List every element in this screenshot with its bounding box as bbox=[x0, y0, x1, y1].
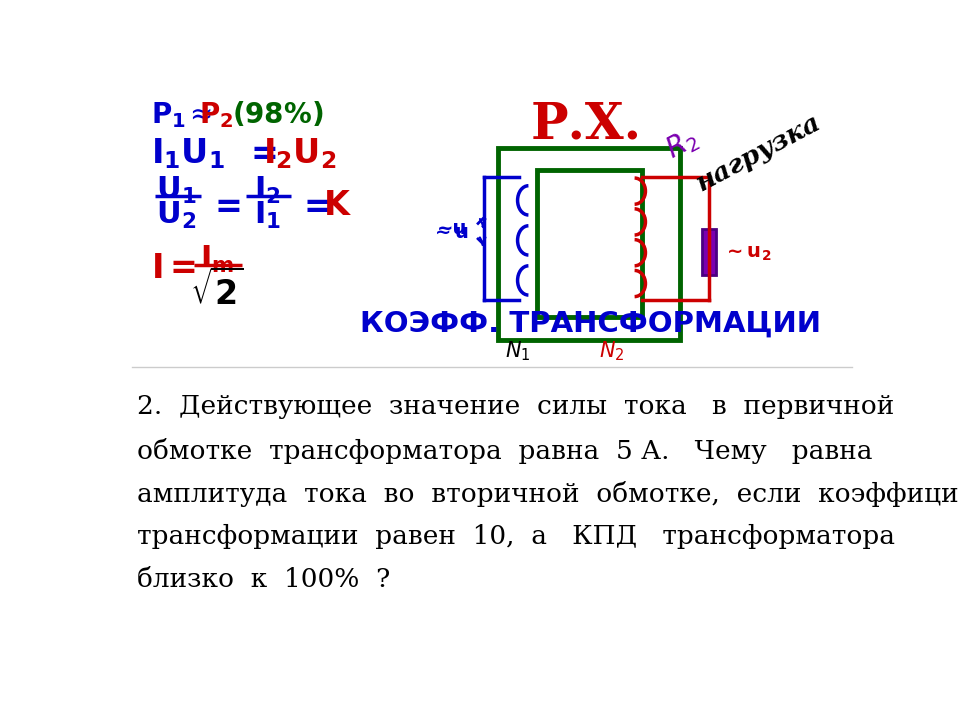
Text: $\mathbf{(98\%)}$: $\mathbf{(98\%)}$ bbox=[232, 100, 324, 130]
Text: $N_2$: $N_2$ bbox=[599, 339, 624, 363]
Text: $\mathbf{I_m}$: $\mathbf{I_m}$ bbox=[200, 244, 234, 275]
Text: близко  к  100%  ?: близко к 100% ? bbox=[137, 567, 391, 592]
Text: $\mathbf{P_1}$: $\mathbf{P_1}$ bbox=[151, 100, 186, 130]
Text: $\mathbf{U_1}$: $\mathbf{U_1}$ bbox=[156, 175, 196, 206]
Bar bbox=[702, 229, 716, 275]
Text: $\mathbf{I=}$: $\mathbf{I=}$ bbox=[151, 252, 196, 285]
Text: $\mathbf{I_1U_1}$: $\mathbf{I_1U_1}$ bbox=[151, 137, 225, 171]
Text: 2.  Действующее  значение  силы  тока   в  первичной: 2. Действующее значение силы тока в перв… bbox=[137, 395, 895, 419]
Text: трансформации  равен  10,  а   КПД   трансформатора: трансформации равен 10, а КПД трансформа… bbox=[137, 523, 895, 549]
Bar bbox=[537, 169, 641, 318]
Text: $\mathbf{\sqrt{2}}$: $\mathbf{\sqrt{2}}$ bbox=[190, 270, 244, 312]
Text: $\mathbf{K}$: $\mathbf{K}$ bbox=[324, 189, 352, 222]
Text: $\approx$: $\approx$ bbox=[183, 100, 211, 127]
Text: обмотке  трансформатора  равна  5 А.   Чему   равна: обмотке трансформатора равна 5 А. Чему р… bbox=[137, 438, 873, 464]
Text: $\mathbf{=}$: $\mathbf{=}$ bbox=[207, 189, 240, 222]
Text: $\mathbf{I_2}$: $\mathbf{I_2}$ bbox=[253, 175, 280, 206]
Text: $\mathbf{I_1}$: $\mathbf{I_1}$ bbox=[253, 200, 280, 231]
Text: $R_2$: $R_2$ bbox=[660, 123, 703, 165]
Text: $\mathbf{\sim u}$: $\mathbf{\sim u}$ bbox=[431, 224, 468, 242]
Text: $\mathbf{=}$: $\mathbf{=}$ bbox=[244, 137, 276, 169]
Text: $\mathbf{\sim u_2}$: $\mathbf{\sim u_2}$ bbox=[723, 245, 771, 264]
Text: ~u: ~u bbox=[437, 220, 468, 238]
Bar bbox=[498, 148, 681, 341]
Text: Р.Х.: Р.Х. bbox=[531, 100, 641, 149]
Text: $\mathbf{U_2}$: $\mathbf{U_2}$ bbox=[156, 200, 196, 231]
Text: $N_1$: $N_1$ bbox=[505, 339, 531, 363]
Text: $\mathbf{I_2U_2}$: $\mathbf{I_2U_2}$ bbox=[263, 137, 337, 171]
Text: амплитуда  тока  во  вторичной  обмотке,  если  коэффициент: амплитуда тока во вторичной обмотке, есл… bbox=[137, 481, 960, 507]
Text: $\mathbf{=}$: $\mathbf{=}$ bbox=[297, 189, 329, 222]
Text: КОЭФФ. ТРАНСФОРМАЦИИ: КОЭФФ. ТРАНСФОРМАЦИИ bbox=[360, 310, 821, 338]
Text: нагрузка: нагрузка bbox=[692, 109, 825, 196]
Text: $\mathbf{P_2}$: $\mathbf{P_2}$ bbox=[199, 100, 233, 130]
